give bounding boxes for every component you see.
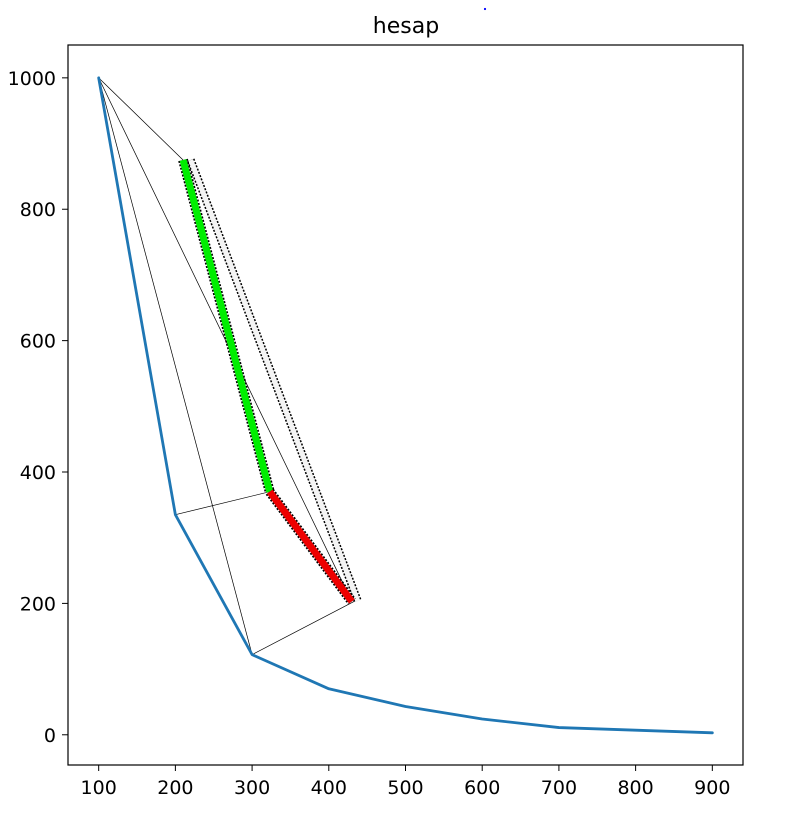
plot-frame	[67, 44, 744, 766]
overlay-line	[175, 491, 270, 516]
green-band	[179, 159, 274, 493]
x-tick-label: 800	[617, 777, 653, 799]
y-tick-label: 1000	[8, 68, 56, 90]
axes: 100 200 300 400 500 600 700 800 900 0 200 400 600 800…	[8, 68, 731, 799]
series-line	[97, 76, 714, 735]
y-tick-label: 600	[20, 331, 56, 353]
x-tick-label: 300	[234, 777, 270, 799]
x-tick-label: 700	[541, 777, 577, 799]
x-tick-label: 100	[81, 777, 117, 799]
y-tick-label: 400	[20, 462, 56, 484]
overlay-line	[98, 77, 353, 602]
y-tick-label: 200	[20, 593, 56, 615]
x-tick-label: 600	[464, 777, 500, 799]
x-tick-label: 200	[157, 777, 193, 799]
y-tick-label: 0	[44, 725, 56, 747]
overlay-line	[98, 77, 253, 655]
overlay-line	[98, 77, 184, 161]
y-tick-label: 800	[20, 199, 56, 221]
stray-dot	[483, 7, 487, 11]
chart-title: hesap	[373, 14, 439, 39]
x-tick-label: 900	[694, 777, 730, 799]
white-band	[188, 159, 361, 603]
x-tick-label: 500	[387, 777, 423, 799]
x-tick-label: 400	[311, 777, 347, 799]
red-band	[266, 489, 355, 604]
plot-area	[97, 76, 714, 735]
overlay-line	[251, 601, 355, 655]
